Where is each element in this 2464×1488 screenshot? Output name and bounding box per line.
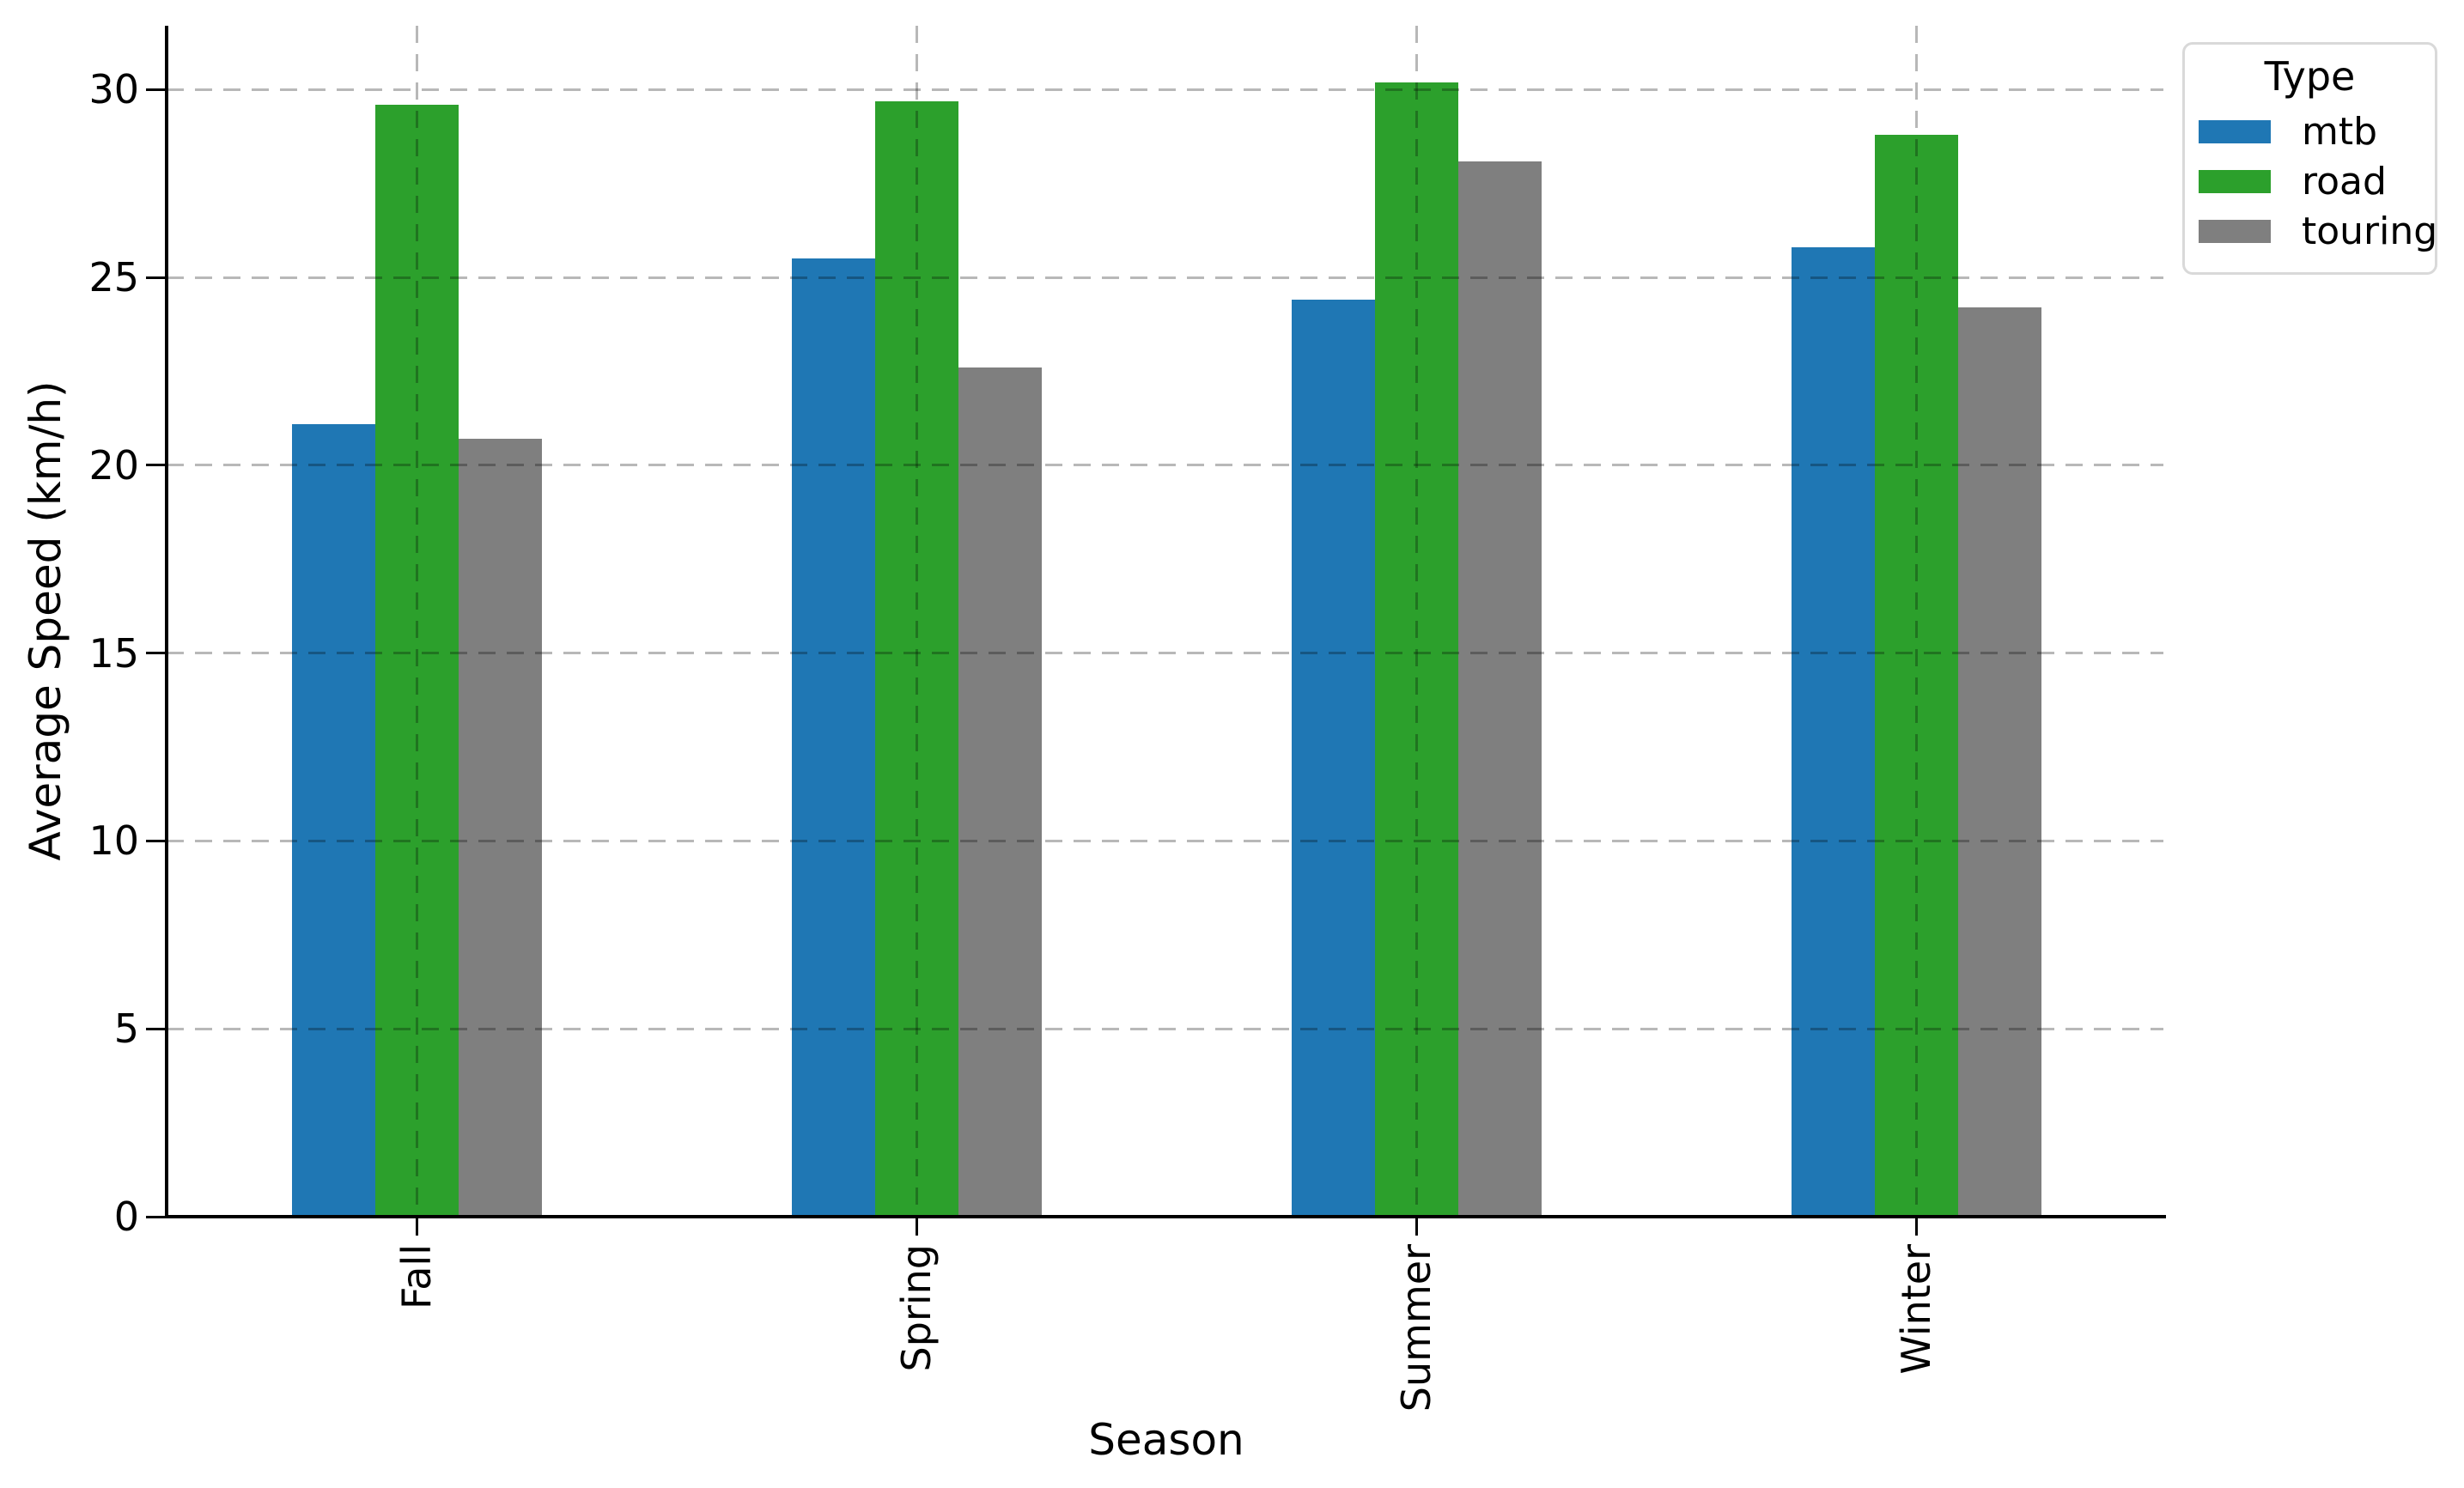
y-tick-30 [146, 88, 165, 91]
gridline-y-25 [167, 276, 2163, 279]
legend-items: mtb road touring [2199, 107, 2437, 257]
x-tick-winter [1914, 1218, 1918, 1236]
x-tick-summer [1415, 1218, 1418, 1236]
bar-winter-touring [1957, 307, 2041, 1217]
gridline-y-20 [167, 464, 2163, 467]
gridline-x-summer [1415, 26, 1418, 1217]
gridline-x-fall [415, 26, 418, 1217]
y-tick-label-5: 5 [113, 1005, 139, 1053]
bar-summer-road [1374, 82, 1458, 1217]
y-tick-5 [146, 1027, 165, 1030]
y-tick-25 [146, 276, 165, 279]
y-axis-spine [165, 26, 168, 1218]
legend: Type mtb road touring [2182, 42, 2437, 275]
bar-spring-mtb [791, 258, 875, 1217]
legend-swatch-mtb [2199, 120, 2271, 144]
legend-title: Type [2264, 53, 2356, 100]
bar-fall-touring [458, 439, 542, 1217]
legend-item-road: road [2199, 157, 2421, 207]
x-axis-title: Season [1088, 1415, 1244, 1465]
bar-fall-mtb [291, 423, 375, 1217]
y-tick-20 [146, 464, 165, 467]
y-tick-label-10: 10 [88, 817, 139, 865]
y-tick-10 [146, 839, 165, 842]
bar-winter-mtb [1791, 247, 1875, 1217]
gridline-x-winter [1914, 26, 1918, 1217]
gridline-y-5 [167, 1027, 2163, 1030]
legend-label-touring: touring [2302, 209, 2438, 253]
y-axis-title: Average Speed (km/h) [21, 380, 70, 861]
legend-item-mtb: mtb [2199, 107, 2421, 157]
y-tick-label-30: 30 [88, 66, 139, 113]
bar-fall-road [374, 104, 459, 1217]
bar-spring-road [874, 100, 958, 1217]
x-tick-label-fall: Fall [393, 1244, 440, 1309]
y-tick-label-0: 0 [113, 1193, 139, 1240]
bar-spring-touring [958, 367, 1042, 1217]
y-tick-0 [146, 1215, 165, 1218]
bar-summer-touring [1457, 161, 1542, 1217]
x-tick-label-summer: Summer [1393, 1244, 1439, 1412]
gridline-y-30 [167, 88, 2163, 91]
gridline-x-spring [915, 26, 918, 1217]
gridline-y-15 [167, 652, 2163, 655]
x-tick-fall [415, 1218, 418, 1236]
legend-swatch-road [2199, 170, 2271, 194]
y-tick-label-25: 25 [88, 254, 139, 301]
x-axis-spine [167, 1215, 2166, 1218]
legend-item-touring: touring [2199, 207, 2437, 257]
y-tick-label-20: 20 [88, 441, 139, 489]
x-tick-spring [915, 1218, 918, 1236]
legend-label-mtb: mtb [2302, 109, 2378, 154]
y-tick-15 [146, 652, 165, 655]
plot-area [167, 26, 2166, 1217]
y-tick-label-15: 15 [88, 629, 139, 677]
bar-summer-mtb [1291, 300, 1375, 1217]
x-tick-label-winter: Winter [1893, 1244, 1939, 1375]
gridline-y-10 [167, 839, 2163, 842]
legend-label-road: road [2302, 159, 2387, 203]
x-tick-label-spring: Spring [893, 1244, 940, 1372]
bar-winter-road [1874, 134, 1958, 1217]
legend-swatch-touring [2199, 220, 2271, 244]
